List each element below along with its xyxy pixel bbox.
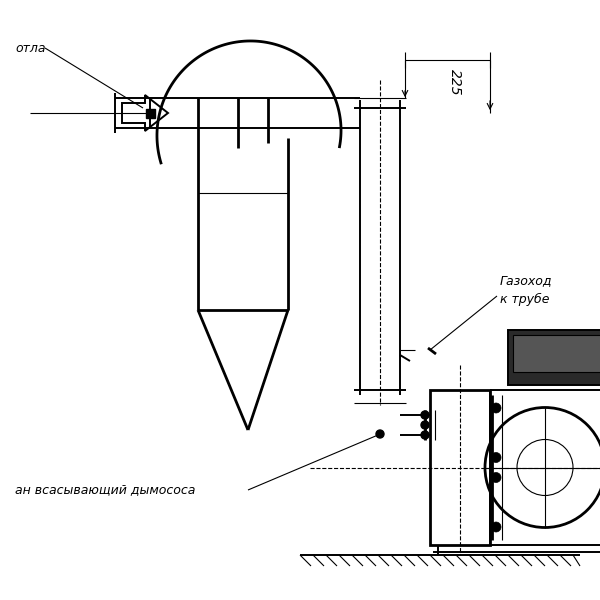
Circle shape (491, 473, 501, 482)
Bar (513, 335, 600, 372)
Text: отла: отла (15, 41, 46, 55)
Bar (146, 109, 155, 118)
Bar (490, 390, 600, 545)
Circle shape (491, 452, 501, 463)
Circle shape (491, 522, 501, 532)
Text: ан всасывающий дымососа: ан всасывающий дымососа (15, 484, 196, 497)
Circle shape (421, 431, 429, 439)
Circle shape (376, 430, 384, 438)
Circle shape (421, 411, 429, 419)
Circle shape (421, 421, 429, 429)
Text: Газоход
к трубе: Газоход к трубе (500, 274, 553, 305)
Bar (430, 390, 490, 545)
Circle shape (491, 403, 501, 413)
Text: 225: 225 (448, 68, 462, 95)
Bar (508, 330, 600, 385)
